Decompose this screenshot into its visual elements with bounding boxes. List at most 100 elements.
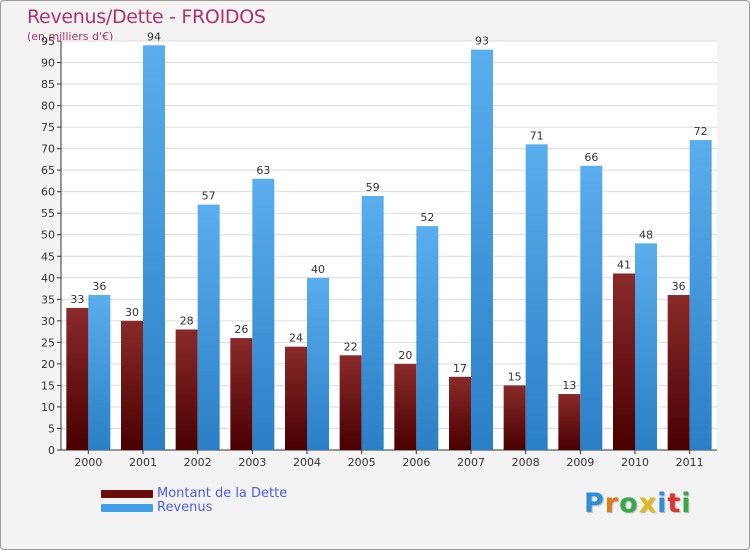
x-tick-label: 2000	[74, 456, 102, 469]
data-label-dette: 41	[617, 258, 631, 271]
x-tick-label: 2010	[621, 456, 649, 469]
bar-revenus	[197, 204, 220, 450]
legend-swatch-debt	[101, 489, 153, 498]
x-tick-label: 2007	[457, 456, 485, 469]
bar-dette	[66, 307, 89, 450]
x-tick-label: 2008	[512, 456, 540, 469]
legend-item-debt: Montant de la Dette	[101, 487, 287, 501]
legend: Montant de la Dette Revenus	[101, 487, 287, 515]
bar-revenus	[525, 144, 548, 451]
x-tick-label: 2011	[676, 456, 704, 469]
legend-swatch-revenus	[101, 503, 153, 512]
data-label-dette: 30	[125, 306, 139, 319]
logo-letter: i	[681, 488, 692, 519]
y-tick-label: 30	[41, 315, 55, 328]
x-tick-label: 2005	[348, 456, 376, 469]
x-tick-label: 2002	[184, 456, 212, 469]
y-tick-label: 45	[41, 250, 55, 263]
y-tick-label: 55	[41, 207, 55, 220]
bar-dette	[558, 394, 581, 450]
chart-subtitle: (en milliers d'€)	[27, 30, 114, 43]
x-tick-label: 2006	[402, 456, 430, 469]
data-label-dette: 26	[234, 323, 248, 336]
bar-revenus	[143, 45, 165, 450]
y-tick-label: 10	[41, 401, 55, 414]
data-label-revenus: 59	[366, 181, 380, 194]
proxiti-logo: Proxiti	[584, 488, 692, 519]
y-tick-label: 0	[48, 444, 55, 457]
y-tick-label: 75	[41, 121, 55, 134]
data-label-dette: 17	[453, 362, 467, 375]
bar-dette	[613, 273, 635, 450]
data-label-revenus: 66	[584, 151, 598, 164]
y-tick-label: 95	[41, 35, 55, 48]
bar-dette	[175, 329, 198, 450]
data-label-revenus: 63	[256, 164, 270, 177]
y-tick-label: 90	[41, 57, 55, 70]
logo-letter: x	[638, 488, 658, 519]
legend-item-revenus: Revenus	[101, 501, 287, 515]
y-tick-label: 60	[41, 186, 55, 199]
data-label-dette: 28	[180, 314, 194, 327]
plot-background	[61, 41, 717, 450]
data-label-dette: 36	[672, 280, 686, 293]
data-label-revenus: 71	[530, 129, 544, 142]
bar-dette	[503, 385, 526, 450]
legend-label-revenus: Revenus	[157, 500, 213, 515]
data-label-revenus: 93	[475, 35, 489, 48]
data-label-revenus: 72	[694, 125, 708, 138]
data-label-dette: 15	[508, 370, 522, 383]
data-label-dette: 20	[398, 349, 412, 362]
bar-revenus	[416, 226, 439, 450]
bar-revenus	[252, 178, 275, 450]
y-tick-label: 15	[41, 379, 55, 392]
x-tick-label: 2001	[129, 456, 157, 469]
legend-label-debt: Montant de la Dette	[157, 486, 288, 501]
bar-dette	[449, 376, 471, 450]
bar-revenus	[635, 243, 657, 450]
label-layer: 33 36 30 94 28 57 26 63 24 40 22 59 20 52 17 93 15 71 13 66…	[70, 30, 707, 392]
data-label-revenus: 52	[420, 211, 434, 224]
bar-revenus	[307, 277, 329, 450]
x-tick-label: 2009	[566, 456, 594, 469]
y-tick-label: 80	[41, 100, 55, 113]
bar-revenus	[471, 49, 493, 450]
data-label-dette: 13	[562, 379, 576, 392]
y-tick-label: 35	[41, 293, 55, 306]
y-tick-label: 5	[48, 422, 55, 435]
data-label-dette: 24	[289, 332, 303, 345]
bar-dette	[121, 320, 143, 450]
data-label-revenus: 57	[202, 190, 216, 203]
chart-title: Revenus/Dette - FROIDOS	[27, 6, 266, 28]
logo-letter: r	[604, 488, 620, 519]
bar-revenus	[361, 195, 384, 450]
y-tick-label: 50	[41, 229, 55, 242]
bar-dette	[394, 363, 417, 450]
x-tick-label: 2003	[238, 456, 266, 469]
logo-letter: i	[657, 488, 668, 519]
bar-dette	[667, 295, 690, 450]
logo-letter: P	[584, 488, 605, 519]
y-tick-label: 20	[41, 358, 55, 371]
y-tick-label: 70	[41, 143, 55, 156]
data-label-revenus: 40	[311, 263, 325, 276]
bar-revenus	[88, 295, 111, 450]
y-tick-label: 85	[41, 78, 55, 91]
bar-dette	[285, 346, 307, 450]
y-tick-label: 25	[41, 336, 55, 349]
bar-dette	[230, 338, 253, 450]
bar-dette	[339, 355, 362, 450]
bar-revenus	[689, 140, 712, 450]
data-label-revenus: 48	[639, 228, 653, 241]
logo-letter: t	[667, 488, 682, 519]
y-tick-label: 40	[41, 272, 55, 285]
data-label-dette: 33	[70, 293, 84, 306]
grid-layer	[61, 40, 717, 451]
data-label-revenus: 94	[147, 30, 161, 43]
data-label-dette: 22	[344, 340, 358, 353]
data-label-revenus: 36	[92, 280, 106, 293]
bar-layer	[66, 45, 712, 451]
x-tick-label: 2004	[293, 456, 321, 469]
